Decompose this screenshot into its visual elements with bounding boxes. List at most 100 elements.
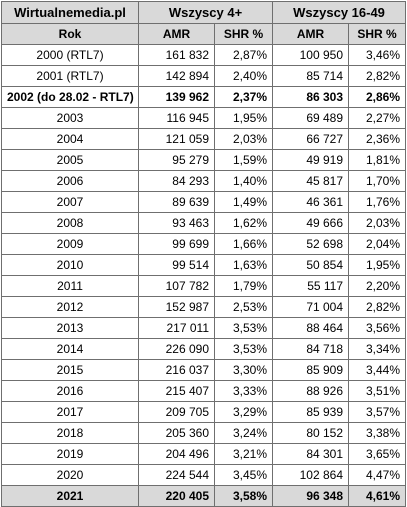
cell-amr: 226 090 [138,338,215,360]
cell-shr: 1,63% [213,254,274,276]
cell-amr: 85 714 [272,65,350,87]
cell-shr: 3,65% [348,443,407,465]
cell-amr: 99 514 [138,254,215,276]
cell-shr: 3,45% [213,464,274,486]
cell-shr: 3,46% [348,44,407,66]
cell-shr: 1,49% [213,191,274,213]
cell-amr: 96 348 [272,485,350,507]
cell-amr: 85 939 [272,401,350,423]
cell-amr: 116 945 [138,107,215,129]
cell-amr: 205 360 [138,422,215,444]
cell-amr: 161 832 [138,44,215,66]
cell-shr: 1,40% [213,170,274,192]
table-row-latest: 2021 220 405 3,58% 96 348 4,61% [1,485,407,507]
cell-rok: 2009 [1,233,139,255]
cell-amr: 49 919 [272,149,350,171]
header-row-columns: Rok AMR SHR % AMR SHR % [1,23,407,45]
cell-amr: 85 909 [272,359,350,381]
table-row: 2004 121 059 2,03% 66 727 2,36% [1,128,407,150]
cell-amr: 46 361 [272,191,350,213]
cell-shr: 3,30% [213,359,274,381]
cell-rok: 2002 (do 28.02 - RTL7) [1,86,139,108]
cell-shr: 1,79% [213,275,274,297]
cell-amr: 142 894 [138,65,215,87]
cell-shr: 1,66% [213,233,274,255]
cell-shr: 1,59% [213,149,274,171]
cell-rok: 2015 [1,359,139,381]
cell-shr: 3,56% [348,317,407,339]
cell-shr: 3,29% [213,401,274,423]
cell-amr: 100 950 [272,44,350,66]
cell-shr: 1,62% [213,212,274,234]
cell-shr: 1,95% [213,107,274,129]
cell-rok: 2011 [1,275,139,297]
column-header-amr: AMR [138,23,215,45]
cell-shr: 2,04% [348,233,407,255]
cell-rok: 2001 (RTL7) [1,65,139,87]
column-header-rok: Rok [1,23,139,45]
table-row: 2003 116 945 1,95% 69 489 2,27% [1,107,407,129]
cell-shr: 2,87% [213,44,274,66]
cell-amr: 220 405 [138,485,215,507]
cell-amr: 49 666 [272,212,350,234]
table-row: 2008 93 463 1,62% 49 666 2,03% [1,212,407,234]
cell-rok: 2000 (RTL7) [1,44,139,66]
cell-amr: 121 059 [138,128,215,150]
cell-shr: 2,20% [348,275,407,297]
table-row: 2017 209 705 3,29% 85 939 3,57% [1,401,407,423]
group-header-16-49: Wszyscy 16-49 [272,1,407,24]
cell-shr: 2,36% [348,128,407,150]
cell-shr: 2,40% [213,65,274,87]
cell-shr: 4,47% [348,464,407,486]
cell-amr: 139 962 [138,86,215,108]
cell-rok: 2005 [1,149,139,171]
cell-rok: 2016 [1,380,139,402]
column-header-shr: SHR % [213,23,274,45]
table-row: 2015 216 037 3,30% 85 909 3,44% [1,359,407,381]
table-row: 2005 95 279 1,59% 49 919 1,81% [1,149,407,171]
source-label: Wirtualnemedia.pl [1,1,139,24]
cell-amr: 88 926 [272,380,350,402]
cell-shr: 2,53% [213,296,274,318]
cell-rok: 2007 [1,191,139,213]
cell-shr: 3,34% [348,338,407,360]
table-row: 2014 226 090 3,53% 84 718 3,34% [1,338,407,360]
cell-amr: 93 463 [138,212,215,234]
cell-rok: 2006 [1,170,139,192]
cell-amr: 84 301 [272,443,350,465]
cell-shr: 3,51% [348,380,407,402]
cell-amr: 52 698 [272,233,350,255]
cell-shr: 2,37% [213,86,274,108]
cell-shr: 1,76% [348,191,407,213]
table-row: 2016 215 407 3,33% 88 926 3,51% [1,380,407,402]
table-row: 2009 99 699 1,66% 52 698 2,04% [1,233,407,255]
cell-amr: 204 496 [138,443,215,465]
cell-amr: 152 987 [138,296,215,318]
cell-amr: 88 464 [272,317,350,339]
table-row: 2001 (RTL7) 142 894 2,40% 85 714 2,82% [1,65,407,87]
cell-amr: 217 011 [138,317,215,339]
cell-shr: 3,58% [213,485,274,507]
cell-amr: 84 718 [272,338,350,360]
cell-amr: 71 004 [272,296,350,318]
cell-rok: 2017 [1,401,139,423]
cell-rok: 2010 [1,254,139,276]
table-row: 2020 224 544 3,45% 102 864 4,47% [1,464,407,486]
group-header-all: Wszyscy 4+ [137,1,274,24]
cell-amr: 69 489 [272,107,350,129]
cell-shr: 2,03% [348,212,407,234]
table-row: 2012 152 987 2,53% 71 004 2,82% [1,296,407,318]
table-row: 2002 (do 28.02 - RTL7) 139 962 2,37% 86 … [1,86,407,108]
column-header-amr: AMR [272,23,350,45]
cell-amr: 224 544 [138,464,215,486]
header-row-groups: Wirtualnemedia.pl Wszyscy 4+ Wszyscy 16-… [1,1,407,24]
cell-rok: 2004 [1,128,139,150]
cell-rok: 2019 [1,443,139,465]
cell-shr: 4,61% [348,485,407,507]
cell-amr: 107 782 [138,275,215,297]
cell-shr: 3,57% [348,401,407,423]
cell-shr: 3,38% [348,422,407,444]
cell-amr: 95 279 [138,149,215,171]
cell-amr: 89 639 [138,191,215,213]
